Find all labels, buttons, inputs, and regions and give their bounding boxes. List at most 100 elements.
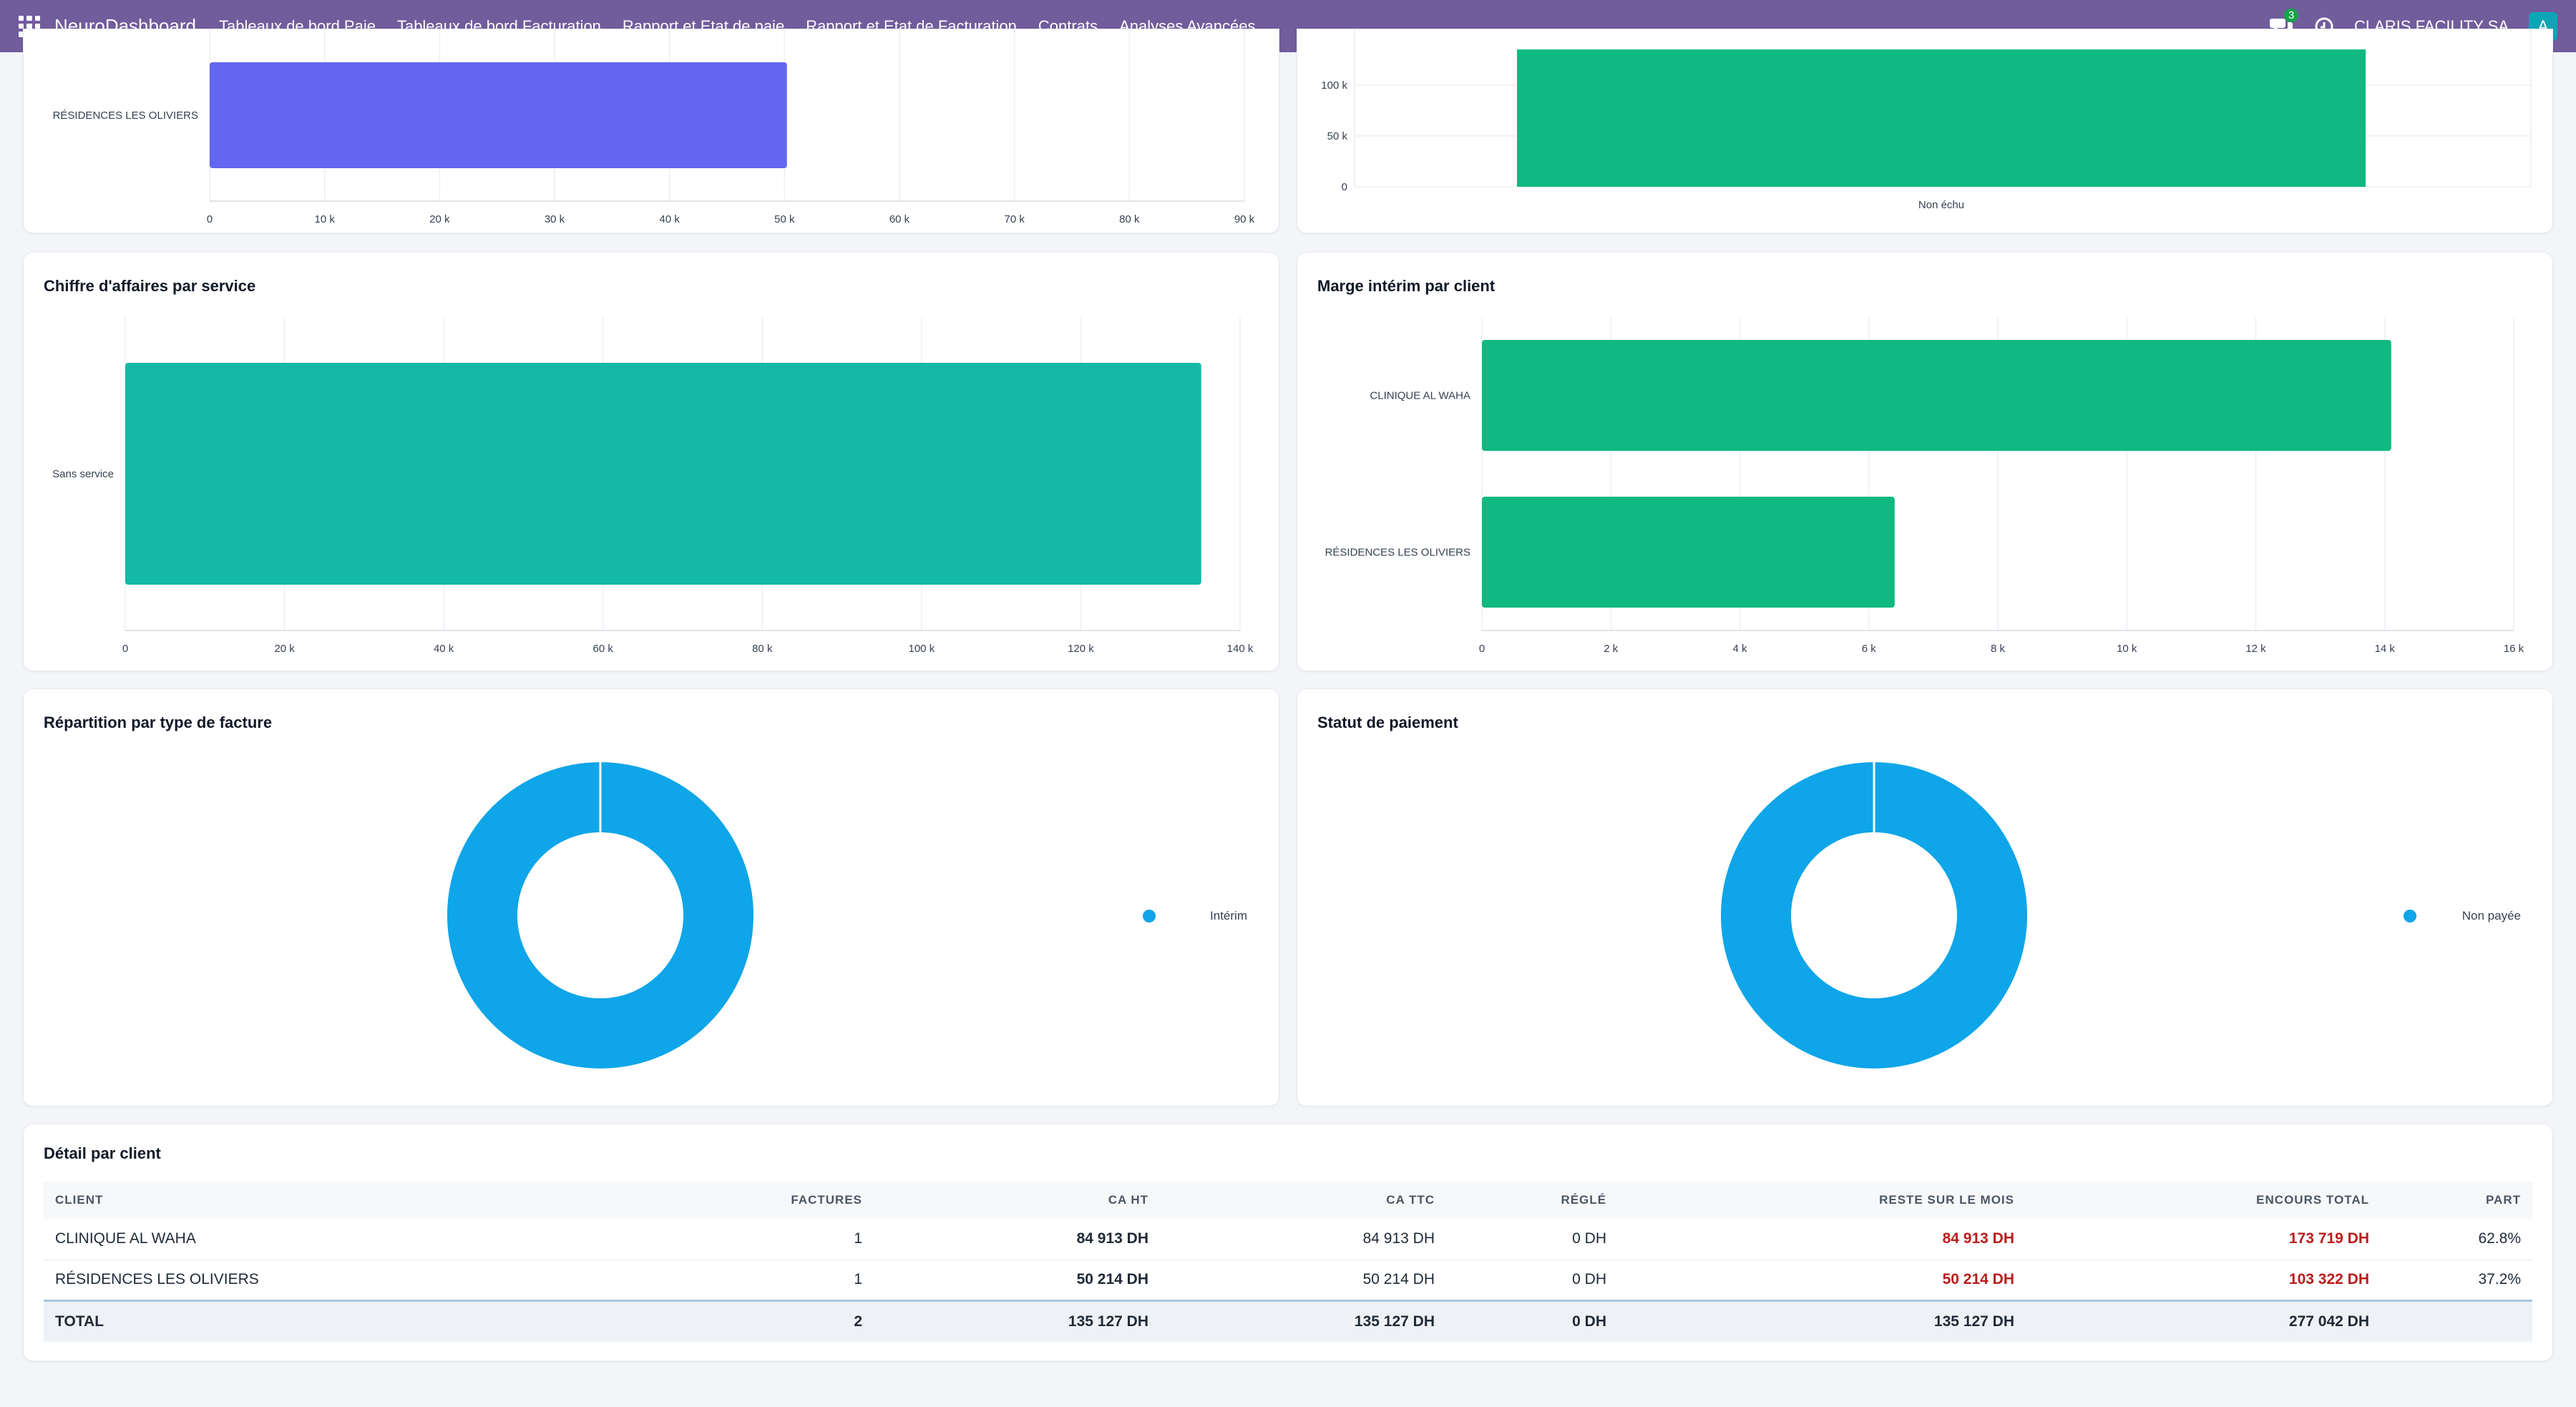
cell-factures: 1 <box>545 1260 874 1301</box>
x-tick-label: 6 k <box>1862 643 1877 655</box>
card-title-marge-client: Marge intérim par client <box>1317 277 1496 295</box>
cell-reste-mois: 50 214 DH <box>1618 1260 2026 1301</box>
total-label: TOTAL <box>44 1299 545 1342</box>
y-tick-label: 50 k <box>1327 130 1348 142</box>
x-category-label: Non échu <box>1918 199 1964 211</box>
statut-paiement-donut-chart: Non payée <box>1721 762 2521 1068</box>
top-left-bar-chart: 0 10 k 20 k 30 k 40 k 50 k 60 k 70 k 80 k 90 k RÉS… <box>53 29 1255 225</box>
table-total-row: TOTAL 2 135 127 DH 135 127 DH 0 DH 135 1… <box>44 1299 2532 1342</box>
ca-service-bar-chart: 0 20 k 40 k 60 k 80 k 100 k 120 k 140 k Sans ser… <box>52 317 1254 655</box>
legend-label: Non payée <box>2462 909 2521 922</box>
col-header-factures[interactable]: Factures <box>545 1182 874 1219</box>
table-header-row: Client Factures CA HT CA TTC Réglé Reste… <box>44 1182 2532 1219</box>
bar-sans-service <box>125 363 1201 585</box>
bar-residences-les-oliviers <box>1482 497 1895 608</box>
x-tick-label: 30 k <box>545 213 565 225</box>
category-label: Sans service <box>52 468 114 480</box>
col-header-ca-ttc[interactable]: CA TTC <box>1160 1182 1446 1219</box>
table-card-detail-client: Détail par client Client Factures CA HT … <box>23 1124 2553 1361</box>
chart-card-top-right: 0 50 k 100 k Non échu <box>1297 29 2553 233</box>
total-encours: 277 042 DH <box>2026 1299 2381 1342</box>
x-tick-label: 20 k <box>274 643 295 655</box>
y-tick-label: 100 k <box>1321 79 1347 92</box>
marge-client-bar-chart: 0 2 k 4 k 6 k 8 k 10 k 12 k 14 k 16 k CLINIQUE AL… <box>1325 317 2524 655</box>
category-label: RÉSIDENCES LES OLIVIERS <box>53 109 198 122</box>
y-tick-label: 0 <box>1342 181 1347 193</box>
table-row[interactable]: RÉSIDENCES LES OLIVIERS 1 50 214 DH 50 2… <box>44 1260 2532 1301</box>
cell-regle: 0 DH <box>1446 1260 1618 1301</box>
x-tick-label: 100 k <box>909 643 935 655</box>
cell-regle: 0 DH <box>1446 1219 1618 1260</box>
client-detail-table: Client Factures CA HT CA TTC Réglé Reste… <box>44 1182 2532 1342</box>
messages-count-badge: 3 <box>2283 8 2299 22</box>
top-right-bar-chart: 0 50 k 100 k Non échu <box>1321 29 2532 211</box>
x-tick-label: 10 k <box>314 213 335 225</box>
x-tick-label: 12 k <box>2245 643 2266 655</box>
x-tick-label: 14 k <box>2375 643 2396 655</box>
x-tick-label: 4 k <box>1732 643 1747 655</box>
total-factures: 2 <box>545 1299 874 1342</box>
bar-clinique-al-waha <box>1482 340 2391 451</box>
cell-client: RÉSIDENCES LES OLIVIERS <box>44 1260 545 1301</box>
x-tick-label: 0 <box>1479 643 1485 655</box>
x-tick-label: 40 k <box>659 213 680 225</box>
total-ca-ht: 135 127 DH <box>874 1299 1160 1342</box>
cell-encours: 173 719 DH <box>2026 1219 2381 1260</box>
chart-card-statut-paiement: Statut de paiement Non payée <box>1297 688 2553 1106</box>
x-tick-label: 60 k <box>593 643 614 655</box>
x-tick-label: 50 k <box>774 213 795 225</box>
x-tick-label: 16 k <box>2504 643 2524 655</box>
col-header-client[interactable]: Client <box>44 1182 545 1219</box>
cell-ca-ht: 84 913 DH <box>874 1219 1160 1260</box>
x-tick-label: 70 k <box>1004 213 1025 225</box>
total-part <box>2381 1299 2532 1342</box>
card-title-type-facture: Répartition par type de facture <box>44 714 273 731</box>
chart-card-top-left: 0 10 k 20 k 30 k 40 k 50 k 60 k 70 k 80 k 90 k RÉS… <box>23 29 1279 233</box>
bar-residences-les-oliviers <box>210 62 787 168</box>
cell-ca-ttc: 50 214 DH <box>1160 1260 1446 1301</box>
col-header-part[interactable]: Part <box>2381 1182 2532 1219</box>
chart-card-ca-service: Chiffre d'affaires par service 0 20 k 40 k… <box>23 252 1279 671</box>
x-tick-label: 0 <box>207 213 213 225</box>
total-regle: 0 DH <box>1446 1299 1618 1342</box>
x-tick-label: 0 <box>122 643 128 655</box>
x-tick-label: 90 k <box>1234 213 1255 225</box>
total-reste-mois: 135 127 DH <box>1618 1299 2026 1342</box>
slice-non-payee <box>1721 762 2027 1068</box>
card-title-statut-paiement: Statut de paiement <box>1317 714 1458 731</box>
cell-ca-ht: 50 214 DH <box>874 1260 1160 1301</box>
col-header-ca-ht[interactable]: CA HT <box>874 1182 1160 1219</box>
x-tick-label: 80 k <box>752 643 773 655</box>
x-tick-label: 40 k <box>434 643 454 655</box>
col-header-encours[interactable]: Encours total <box>2026 1182 2381 1219</box>
legend-label: Intérim <box>1210 909 1247 922</box>
cell-ca-ttc: 84 913 DH <box>1160 1219 1446 1260</box>
slice-interim <box>447 762 753 1068</box>
bar-non-echu <box>1517 49 2366 187</box>
legend-swatch <box>1143 910 1156 922</box>
x-tick-label: 140 k <box>1227 643 1254 655</box>
col-header-reste-mois[interactable]: Reste sur le mois <box>1618 1182 2026 1219</box>
cell-client: CLINIQUE AL WAHA <box>44 1219 545 1260</box>
cell-part: 37.2% <box>2381 1260 2532 1301</box>
x-tick-label: 20 k <box>429 213 450 225</box>
card-title-ca-service: Chiffre d'affaires par service <box>44 277 256 295</box>
total-ca-ttc: 135 127 DH <box>1160 1299 1446 1342</box>
col-header-regle[interactable]: Réglé <box>1446 1182 1618 1219</box>
cell-reste-mois: 84 913 DH <box>1618 1219 2026 1260</box>
cell-factures: 1 <box>545 1219 874 1260</box>
card-title-detail-client: Détail par client <box>44 1144 161 1162</box>
chart-card-marge-client: Marge intérim par client 0 2 k 4 k 6 k 8 k 10… <box>1297 252 2553 671</box>
cell-part: 62.8% <box>2381 1219 2532 1260</box>
category-label: CLINIQUE AL WAHA <box>1370 390 1470 402</box>
cell-encours: 103 322 DH <box>2026 1260 2381 1301</box>
x-tick-label: 2 k <box>1604 643 1619 655</box>
x-tick-label: 60 k <box>889 213 910 225</box>
x-tick-label: 10 k <box>2117 643 2137 655</box>
table-row[interactable]: CLINIQUE AL WAHA 1 84 913 DH 84 913 DH 0… <box>44 1219 2532 1260</box>
legend-swatch <box>2404 910 2416 922</box>
x-tick-label: 8 k <box>1991 643 2006 655</box>
category-label: RÉSIDENCES LES OLIVIERS <box>1325 547 1470 559</box>
x-tick-label: 120 k <box>1068 643 1094 655</box>
x-tick-label: 80 k <box>1119 213 1140 225</box>
